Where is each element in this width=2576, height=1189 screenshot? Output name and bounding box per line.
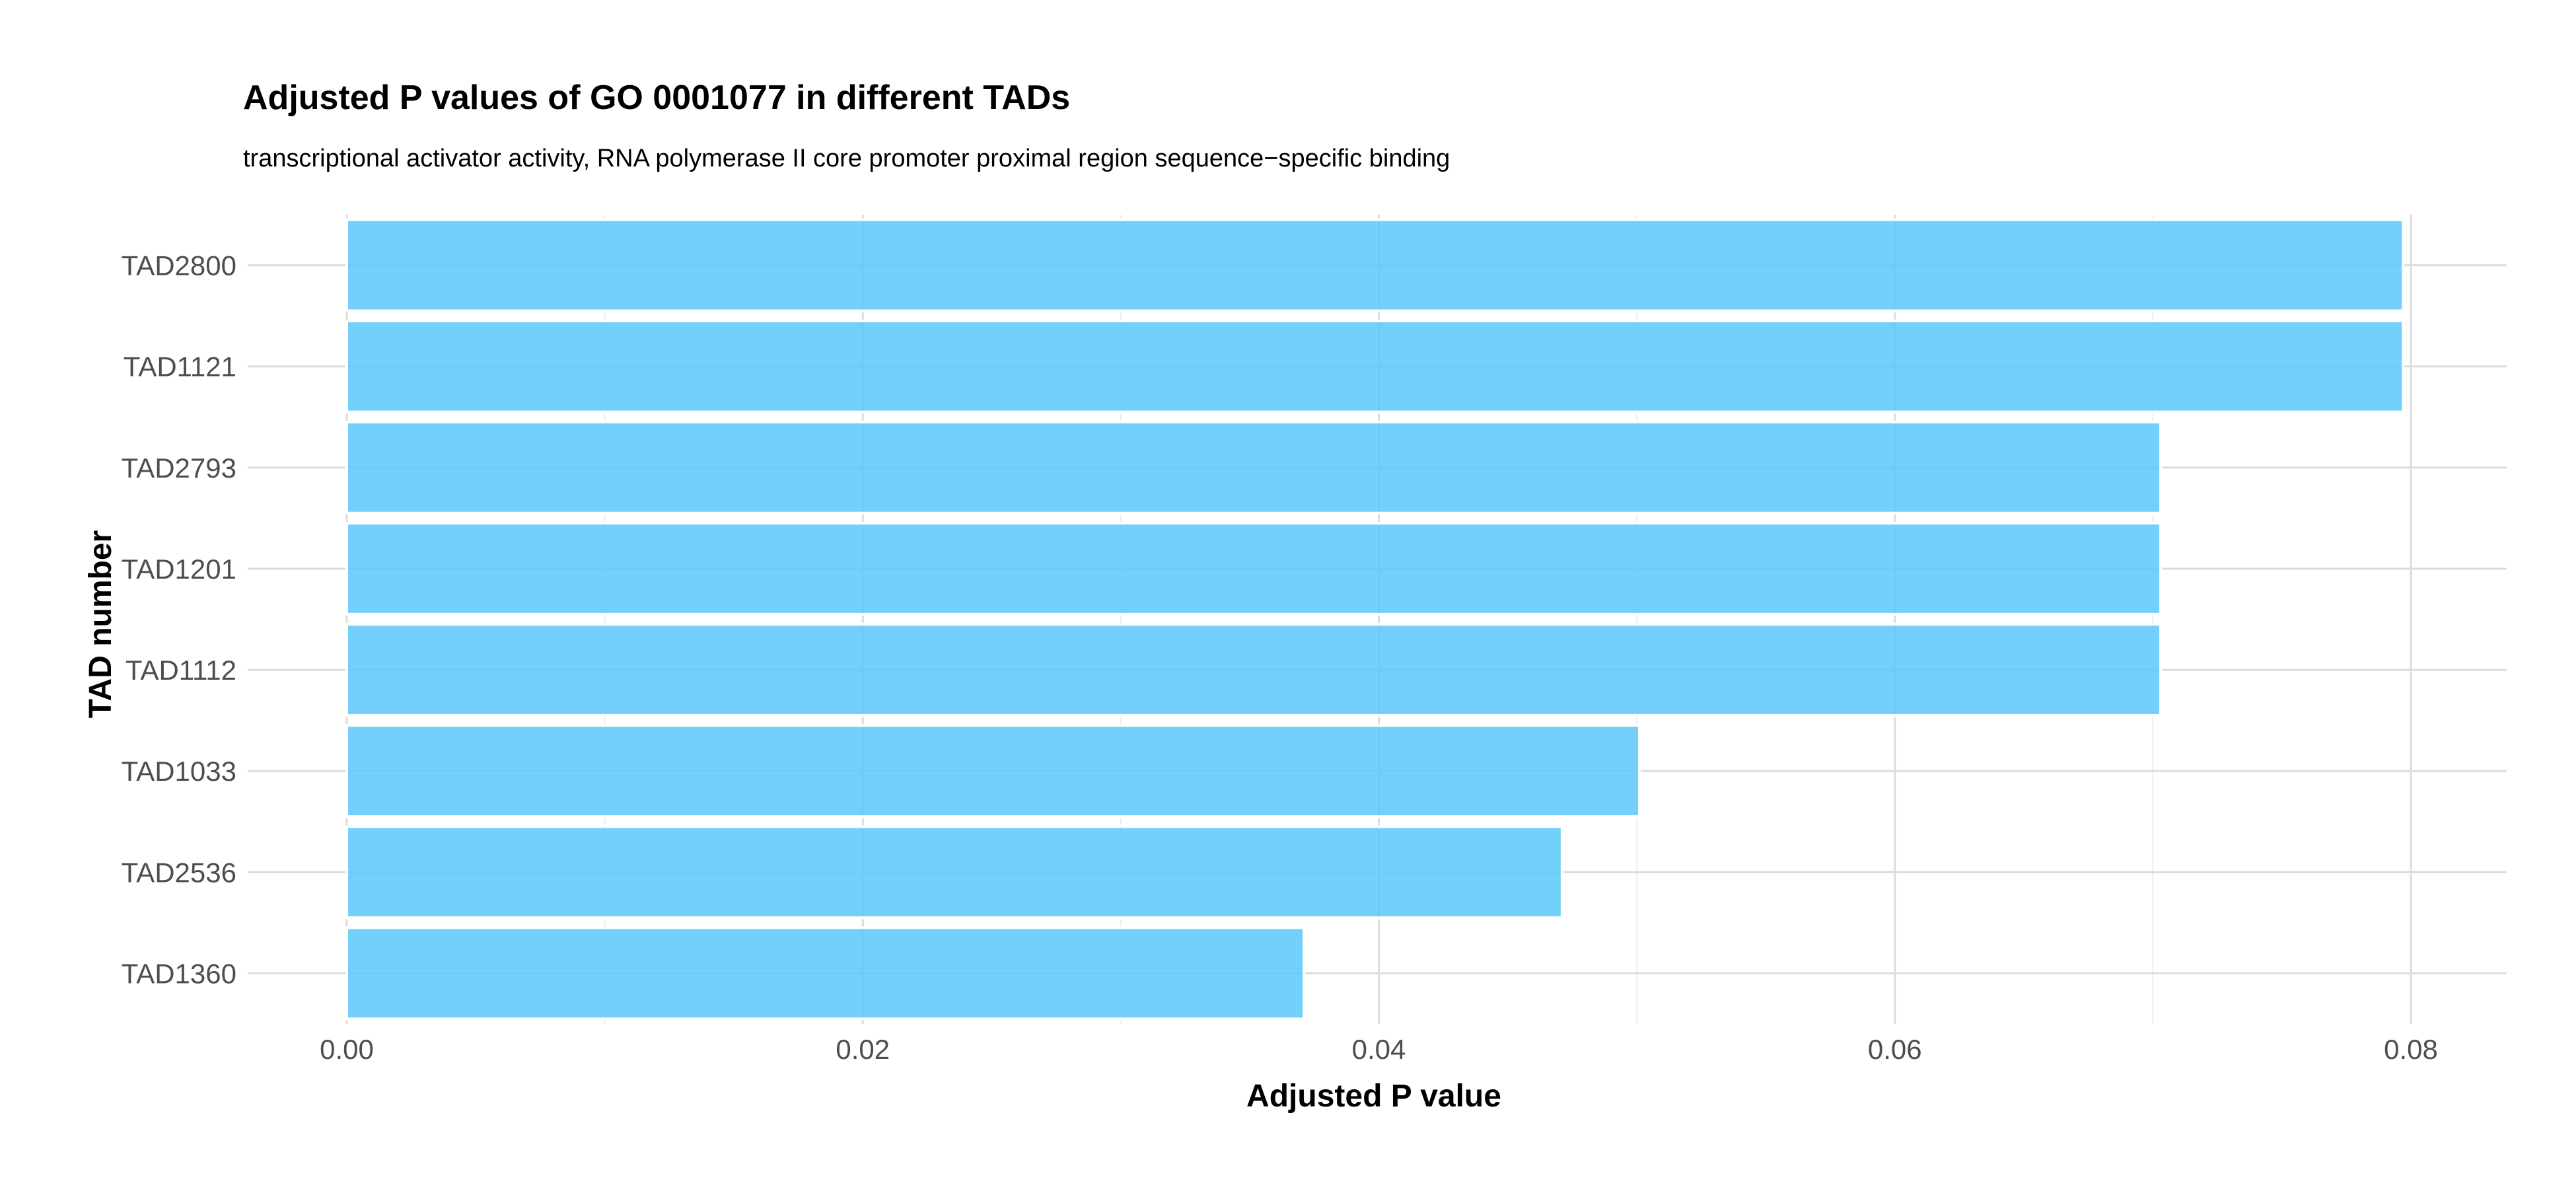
bar-tad2536 xyxy=(345,825,1563,919)
x-tick-label: 0.02 xyxy=(836,1034,890,1065)
x-tick-label: 0.00 xyxy=(320,1034,374,1065)
bar-layer xyxy=(345,218,2405,1021)
y-tick-label: TAD1360 xyxy=(122,958,236,989)
chart-subtitle: transcriptional activator activity, RNA … xyxy=(243,145,1450,172)
bar-tad2793 xyxy=(345,420,2163,515)
bar-tad1112 xyxy=(345,623,2163,717)
bar-tad1033 xyxy=(345,724,1641,818)
bar-tad1201 xyxy=(345,522,2163,616)
x-tick-label: 0.06 xyxy=(1868,1034,1922,1065)
chart-title: Adjusted P values of GO 0001077 in diffe… xyxy=(243,79,1070,117)
bar-tad2800 xyxy=(345,218,2405,312)
y-tick-label: TAD2800 xyxy=(122,250,236,281)
x-tick-label: 0.08 xyxy=(2384,1034,2438,1065)
y-tick-label: TAD1121 xyxy=(124,351,236,382)
bar-tad1360 xyxy=(345,926,1306,1021)
y-tick-label: TAD1112 xyxy=(125,655,236,686)
x-axis-title: Adjusted P value xyxy=(1246,1079,1501,1114)
y-tick-label: TAD1033 xyxy=(122,756,236,787)
tick-layer: TAD2800 TAD1121 TAD2793 TAD1201 TAD1112 TAD10… xyxy=(122,250,2438,1065)
y-tick-label: TAD2536 xyxy=(122,857,236,888)
y-tick-label: TAD1201 xyxy=(122,554,236,585)
y-axis-title: TAD number xyxy=(83,530,118,718)
y-tick-label: TAD2793 xyxy=(122,452,236,484)
bar-tad1121 xyxy=(345,319,2405,414)
x-tick-label: 0.04 xyxy=(1352,1034,1406,1065)
